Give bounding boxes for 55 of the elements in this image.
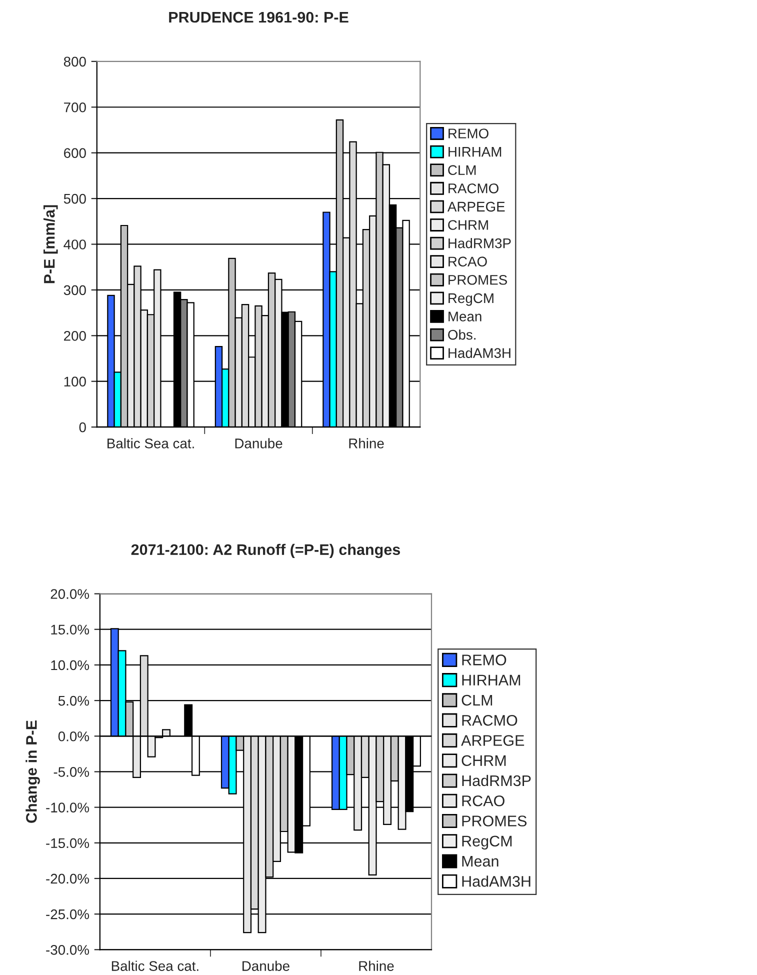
y-tick-label: -20.0% (46, 874, 90, 884)
x-tick-label: Danube (235, 438, 282, 448)
y-tick-label: 500 (64, 194, 86, 204)
y-tick-label: -25.0% (46, 909, 90, 920)
y-tick-label: 0.0% (58, 731, 90, 742)
legend-label: Obs. (448, 330, 476, 340)
legend-label: HIRHAM (462, 674, 520, 686)
legend-label: Mean (462, 856, 498, 867)
legend-label: Mean (448, 312, 482, 322)
y-tick-label: 100 (64, 376, 86, 387)
y-tick-label: 300 (64, 285, 86, 296)
legend-label: ARPEGE (461, 735, 524, 746)
legend-label: HadRM3P (448, 238, 511, 248)
legend-label: RCAO (448, 256, 487, 267)
legend-label: HadAM3H (448, 348, 510, 358)
legend-label: PROMES (462, 816, 527, 826)
y-tick-label: -30.0% (46, 944, 90, 955)
y-tick-label: 600 (64, 148, 86, 158)
y-tick-label: -15.0% (46, 838, 90, 848)
legend-label: RCAO (462, 795, 504, 806)
legend-label: CLM (448, 165, 476, 176)
x-tick-label: Rhine (349, 438, 384, 448)
y-tick-label: -5.0% (54, 767, 90, 777)
legend-label: REMO (462, 654, 506, 666)
legend-label: CLM (462, 694, 492, 706)
x-tick-label: Rhine (359, 960, 394, 971)
y-tick-label: 700 (64, 102, 86, 112)
legend-label: RegCM (462, 836, 512, 850)
y-tick-label: 400 (64, 240, 86, 250)
x-tick-label: Baltic Sea cat. (112, 960, 198, 971)
chart-title: 2071-2100: A2 Runoff (=P-E) changes (131, 544, 400, 558)
legend-label: CHRM (462, 755, 506, 766)
legend-label: RACMO (448, 183, 498, 194)
legend-label: HadAM3H (462, 876, 530, 887)
y-axis-title: Change in P-E (26, 720, 40, 823)
y-tick-label: 10.0% (51, 660, 90, 670)
legend-label: ARPEGE (447, 202, 505, 212)
y-tick-label: -10.0% (46, 802, 90, 812)
y-tick-label: 5.0% (58, 696, 90, 706)
y-tick-label: 800 (64, 56, 86, 67)
y-tick-label: 20.0% (50, 589, 90, 599)
legend-label: HadRM3P (462, 774, 531, 786)
x-tick-label: Danube (242, 960, 290, 971)
legend-label: HIRHAM (448, 147, 502, 157)
legend-label: RACMO (462, 714, 518, 726)
chart-title: PRUDENCE 1961-90: P-E (169, 12, 348, 23)
legend-label: RegCM (448, 293, 494, 306)
legend-label: REMO (448, 128, 488, 138)
y-tick-label: 0 (79, 422, 86, 432)
y-tick-label: 200 (64, 330, 86, 341)
x-tick-label: Baltic Sea cat. (108, 438, 194, 448)
y-tick-label: 15.0% (51, 624, 90, 635)
legend-label: CHRM (448, 220, 488, 230)
legend-label: PROMES (448, 274, 507, 285)
y-axis-title: P-E [mm/a] (44, 205, 58, 284)
